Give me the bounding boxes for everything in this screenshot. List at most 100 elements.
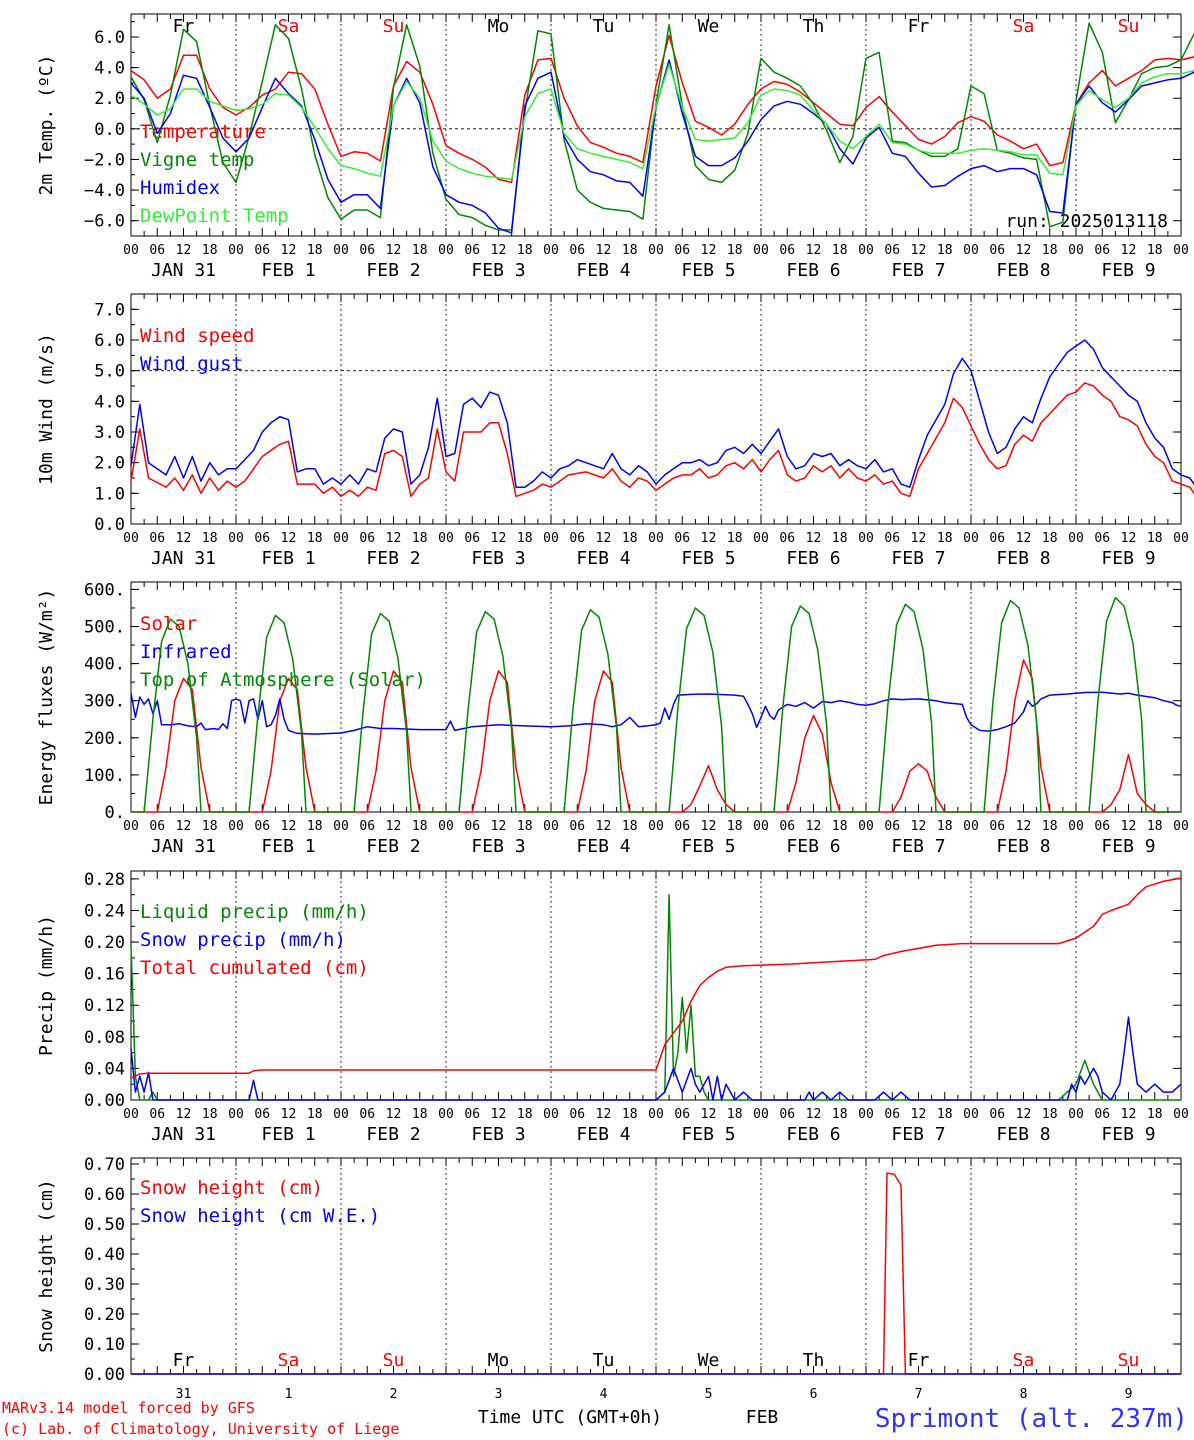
weekday-label: Tu	[593, 1350, 615, 1371]
hour-label: 00	[543, 243, 559, 258]
date-label: FEB 6	[786, 548, 840, 569]
hour-label: 18	[412, 243, 428, 258]
chart-panels: 6.0 4.0 2.0 0.0 −2.0 −4.0 −6.0 2m Temp. (ºC) Tem…	[36, 13, 1194, 1402]
hour-label: 00	[1173, 243, 1189, 258]
y-tick-label: 0.16	[84, 965, 125, 985]
y-tick-label: 0.24	[84, 901, 125, 921]
legend-entry: Wind speed	[140, 325, 254, 347]
weekday-label: Sa	[278, 16, 300, 37]
hour-label: 00	[648, 1107, 664, 1122]
weekday-label: Tu	[593, 16, 615, 37]
hour-label: 06	[674, 1107, 690, 1122]
panel-5: 0.70 0.60 0.50 0.40 0.30 0.20 0.10 0.00 Snow hei…	[36, 1155, 1182, 1402]
weekday-label: Mo	[488, 1350, 510, 1371]
hour-label: 12	[596, 819, 612, 834]
hour-label: 18	[412, 1107, 428, 1122]
hour-label: 12	[701, 819, 717, 834]
hour-label: 00	[648, 243, 664, 258]
hour-label: 12	[281, 819, 297, 834]
hour-label: 18	[307, 531, 323, 546]
y-tick-label: 0.12	[84, 996, 125, 1016]
hour-label: 18	[517, 819, 533, 834]
y-axis-label: Energy fluxes (W/m²)	[36, 589, 57, 806]
date-label: FEB 7	[891, 836, 945, 857]
date-label: FEB 1	[261, 260, 315, 281]
day-number: 5	[705, 1387, 713, 1402]
weekday-label: We	[698, 1350, 720, 1371]
hour-label: 00	[438, 819, 454, 834]
y-tick-label: 2.0	[94, 454, 125, 474]
date-label: JAN 31	[151, 260, 216, 281]
hour-label: 06	[569, 243, 585, 258]
hour-label: 00	[228, 819, 244, 834]
hour-label: 06	[1094, 1107, 1110, 1122]
hour-label: 06	[989, 1107, 1005, 1122]
hour-label: 00	[1173, 819, 1189, 834]
date-label: FEB 3	[471, 836, 525, 857]
hour-label: 00	[858, 531, 874, 546]
hour-label: 06	[254, 531, 270, 546]
day-number: 1	[285, 1387, 293, 1402]
hour-label: 18	[517, 1107, 533, 1122]
date-label: FEB 9	[1101, 548, 1155, 569]
hour-label: 00	[1068, 531, 1084, 546]
hour-label: 06	[989, 819, 1005, 834]
date-label: FEB 6	[786, 1124, 840, 1145]
footer: MARv3.14 model forced by GFS (c) Lab. of…	[2, 1399, 1188, 1438]
hour-label: 18	[937, 531, 953, 546]
day-number: 6	[810, 1387, 818, 1402]
y-tick-label: 0.20	[84, 1305, 125, 1325]
hour-label: 00	[753, 1107, 769, 1122]
series-humidex	[130, 59, 1194, 234]
series-wind-gust	[130, 339, 1194, 488]
hour-label: 06	[779, 531, 795, 546]
date-label: FEB 6	[786, 260, 840, 281]
date-label: FEB 4	[576, 548, 630, 569]
hour-label: 00	[228, 1107, 244, 1122]
hour-label: 06	[884, 243, 900, 258]
series-vigne-temp	[130, 22, 1194, 231]
hour-label: 18	[412, 819, 428, 834]
hour-label: 18	[937, 1107, 953, 1122]
date-label: FEB 7	[891, 1124, 945, 1145]
y-axis-label: 2m Temp. (ºC)	[36, 55, 57, 196]
hour-label: 12	[1016, 531, 1032, 546]
y-tick-label: 0.0	[94, 120, 125, 140]
series-infrared	[130, 691, 1182, 735]
date-label: FEB 1	[261, 1124, 315, 1145]
lab-credit: (c) Lab. of Climatology, University of L…	[2, 1420, 399, 1438]
hour-label: 12	[806, 243, 822, 258]
hour-label: 12	[911, 819, 927, 834]
hour-label: 12	[701, 1107, 717, 1122]
hour-label: 18	[1147, 819, 1163, 834]
hour-label: 18	[1042, 243, 1058, 258]
date-label: FEB 5	[681, 260, 735, 281]
hour-label: 12	[281, 1107, 297, 1122]
date-label: FEB 9	[1101, 836, 1155, 857]
weekday-label: Su	[383, 1350, 405, 1371]
hour-label: 00	[1173, 531, 1189, 546]
hour-label: 12	[911, 1107, 927, 1122]
hour-label: 12	[176, 531, 192, 546]
date-label: FEB 9	[1101, 260, 1155, 281]
hour-label: 00	[1068, 243, 1084, 258]
hour-label: 00	[228, 243, 244, 258]
hour-label: 12	[281, 531, 297, 546]
hour-label: 00	[963, 819, 979, 834]
y-tick-label: 0.30	[84, 1275, 125, 1295]
weekday-label: Sa	[278, 1350, 300, 1371]
series-snow-precip-mm-h	[130, 1016, 1182, 1101]
hour-label: 18	[832, 531, 848, 546]
y-tick-label: 0.60	[84, 1185, 125, 1205]
hour-label: 00	[333, 819, 349, 834]
y-tick-label: 3.0	[94, 423, 125, 443]
hour-label: 06	[884, 531, 900, 546]
date-label: FEB 2	[366, 548, 420, 569]
hour-label: 12	[1121, 819, 1137, 834]
hour-label: 12	[491, 819, 507, 834]
hour-label: 00	[858, 819, 874, 834]
hour-label: 18	[622, 819, 638, 834]
hour-label: 06	[149, 819, 165, 834]
date-label: FEB 3	[471, 260, 525, 281]
hour-label: 12	[806, 819, 822, 834]
